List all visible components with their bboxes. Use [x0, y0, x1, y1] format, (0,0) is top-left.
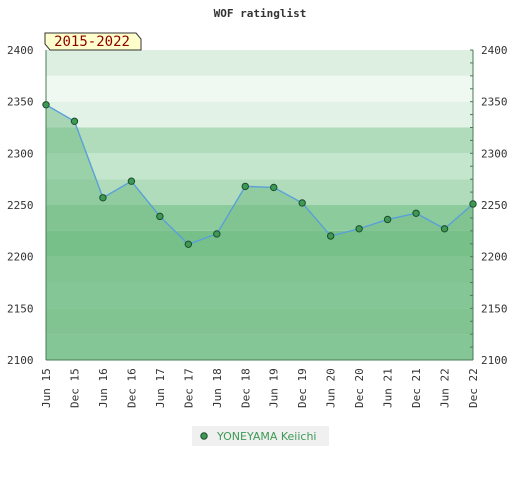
period-badge: 2015-2022 [44, 32, 142, 51]
series-line [45, 104, 474, 246]
rating-area [46, 104, 473, 361]
x-tick-label: Jun 22 [439, 368, 452, 408]
data-point [469, 200, 477, 208]
data-point [298, 199, 306, 207]
data-point [355, 225, 363, 233]
band [46, 50, 473, 76]
legend-label: YONEYAMA Keiichi [216, 430, 316, 443]
legend-marker [200, 432, 208, 440]
x-axis: Jun 15 Dec 15 Jun 16 Dec 16 Jun 17 Dec 17 Jun … [40, 368, 480, 408]
y-tick-label-right: 2150 [481, 302, 508, 315]
x-tick-label: Jun 17 [154, 368, 167, 408]
x-tick-label: Dec 19 [296, 368, 309, 408]
y-tick-label-left: 2400 [7, 44, 34, 57]
y-axis-left: 2100 2150 2200 2250 2300 2350 2400 [7, 44, 34, 367]
data-point [440, 225, 449, 233]
x-tick-label: Dec 21 [410, 368, 423, 408]
data-points [42, 101, 477, 248]
x-tick-label: Dec 16 [125, 368, 138, 408]
data-point [156, 212, 164, 221]
y-tick-label-right: 2350 [481, 96, 508, 109]
x-tick-label: Dec 20 [353, 368, 366, 408]
data-point [383, 215, 392, 224]
series-path [45, 104, 474, 246]
x-tick-label: Dec 15 [68, 368, 81, 408]
data-point [213, 230, 221, 238]
y-axis-right: 2100 2150 2200 2250 2300 2350 2400 [481, 44, 508, 367]
y-tick-label-right: 2300 [481, 147, 508, 160]
data-point [42, 101, 50, 109]
badge-shape [44, 32, 142, 51]
badge-label: 2015-2022 [54, 34, 130, 50]
x-tick-label: Jun 16 [97, 368, 110, 408]
data-point [270, 183, 278, 192]
x-tick-label: Dec 18 [239, 368, 252, 408]
x-tick-label: Dec 22 [467, 368, 480, 408]
band [46, 127, 473, 154]
x-tick-label: Jun 15 [40, 368, 53, 408]
data-point [99, 194, 107, 202]
y-tick-label-right: 2100 [481, 354, 508, 367]
x-tick-label: Dec 17 [182, 368, 195, 408]
area-fill [46, 104, 473, 361]
y-tick-label-left: 2200 [7, 251, 34, 264]
x-tick-label: Jun 19 [268, 368, 281, 408]
y-tick-label-right: 2250 [481, 199, 508, 212]
x-tick-label: Jun 18 [211, 368, 224, 408]
x-tick-label: Jun 20 [325, 368, 338, 408]
band [46, 75, 473, 102]
chart-title: WOF ratinglist [214, 7, 307, 20]
data-point [184, 240, 193, 248]
data-point [127, 177, 136, 185]
y-tick-label-left: 2300 [7, 147, 34, 160]
band [46, 153, 473, 180]
y-tick-label-right: 2400 [481, 44, 508, 57]
y-tick-label-left: 2250 [7, 199, 34, 212]
y-tick-label-right: 2200 [481, 251, 508, 264]
legend[interactable]: YONEYAMA Keiichi [192, 426, 329, 446]
data-point [412, 209, 420, 217]
y-tick-label-left: 2150 [7, 302, 34, 315]
data-point [326, 232, 335, 240]
legend-box [192, 426, 329, 446]
x-tick-label: Jun 21 [382, 368, 395, 408]
data-point [70, 117, 79, 126]
y-tick-label-left: 2100 [7, 354, 34, 367]
data-point [241, 182, 249, 191]
y-tick-label-left: 2350 [7, 96, 34, 109]
band [46, 101, 473, 128]
